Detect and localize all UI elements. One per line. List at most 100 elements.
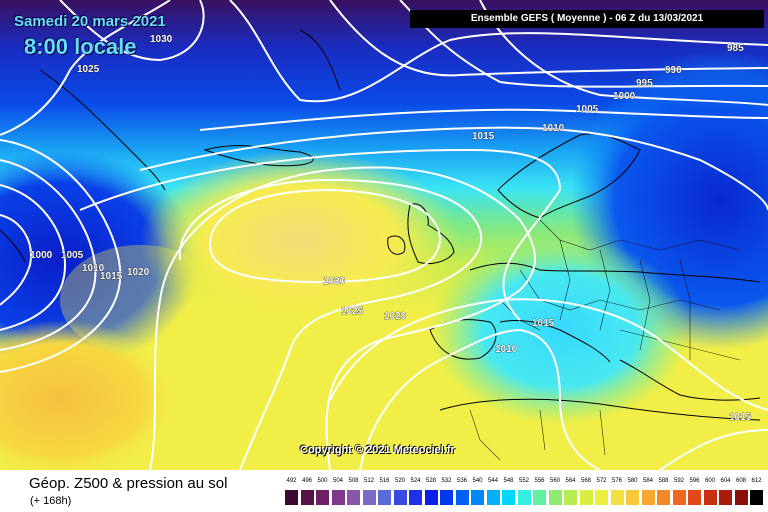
greenland-east-coast [299, 29, 341, 91]
legend-tick-label: 516 [379, 478, 390, 484]
isobar-1010-west [0, 159, 97, 351]
legend-swatch [424, 490, 438, 505]
isobar-1015-west [0, 139, 122, 373]
copyright-notice: Copyright © 2021 Meteociel.fr [300, 444, 455, 456]
isobar-1030-north [59, 0, 205, 62]
border-line-8 [619, 329, 741, 361]
isobar-1005-west [0, 184, 67, 331]
legend-tick-label: 560 [549, 478, 560, 484]
isobar-label: 1015 [729, 412, 752, 423]
isobar-label: 990 [665, 65, 682, 76]
legend-swatch [579, 490, 593, 505]
isobar-label: 1015 [472, 131, 495, 142]
legend-swatch [657, 490, 670, 505]
legend-swatch [331, 490, 345, 505]
legend-tick-label: 508 [348, 478, 359, 484]
legend-swatch [285, 490, 298, 505]
legend-swatch [517, 490, 531, 505]
north-africa-coast [439, 398, 761, 421]
legend-tick-label: 512 [363, 478, 374, 484]
legend-swatch [703, 490, 717, 505]
legend-tick-label: 544 [487, 478, 498, 484]
isobar-label: 1030 [150, 34, 173, 45]
isobar-labels: 1030 1025 985 990 995 1000 1005 1010 101… [30, 34, 752, 424]
legend-tick-label: 572 [596, 478, 607, 484]
isobar-1005-north [199, 108, 768, 131]
legend-tick-label: 612 [751, 478, 762, 484]
iceland-coast [203, 145, 314, 167]
legend-tick-label: 596 [689, 478, 700, 484]
forecast-time: 8:00 locale [24, 34, 137, 59]
isobar-label: 1020 [384, 311, 407, 322]
isobar-985 [229, 0, 768, 103]
legend-swatch [719, 490, 732, 505]
legend-tick-label: 600 [704, 478, 715, 484]
legend-tick-label: 528 [425, 478, 436, 484]
border-line-9 [469, 409, 501, 461]
isobar-label: 1025 [77, 64, 100, 75]
legend-swatch [502, 490, 515, 505]
legend-swatch [362, 490, 376, 505]
isobar-label: 985 [727, 43, 744, 54]
western-low-field [0, 150, 200, 370]
legend-tick-label: 588 [658, 478, 669, 484]
isobar-1010-north [139, 126, 768, 211]
legend-tick-label: 504 [332, 478, 343, 484]
legend-swatch [626, 490, 639, 505]
isobar-label: 1010 [542, 123, 565, 134]
legend-tick-label: 580 [627, 478, 638, 484]
isobar-label: 1015 [100, 271, 123, 282]
legend-swatch [471, 490, 484, 505]
legend-swatch [641, 490, 655, 505]
legend-tick-label: 496 [301, 478, 312, 484]
legend-tick-label: 592 [673, 478, 684, 484]
isobar-label: 1030 [323, 276, 346, 287]
isobar-label: 995 [636, 78, 653, 89]
legend-swatch [455, 490, 469, 505]
ireland-coast [387, 235, 406, 255]
footer-subtitle: (+ 168h) [30, 495, 72, 507]
isobar-1020 [149, 166, 536, 470]
legend-swatch [486, 490, 500, 505]
border-line-11 [599, 409, 606, 456]
legend-swatch [595, 490, 608, 505]
legend-tick-label: 576 [611, 478, 622, 484]
isobar-1000-west [0, 214, 32, 306]
isobar-1030 [208, 188, 442, 284]
geopotential-map: 1030 1025 985 990 995 1000 1005 1010 101… [0, 0, 768, 470]
legend-tick-label: 492 [286, 478, 297, 484]
isobar-1000-north [479, 0, 768, 106]
isobar-label: 1025 [341, 306, 364, 317]
isobar-label: 1005 [61, 250, 84, 261]
legend-tick-label: 568 [580, 478, 591, 484]
isobar-label: 1010 [495, 344, 518, 355]
subtropical-high-field [0, 320, 180, 470]
isobar-1025-north [0, 0, 171, 136]
legend-swatch [734, 490, 748, 505]
coastlines [0, 29, 761, 421]
yellow-tongue-field [60, 245, 220, 355]
forecast-date: Samedi 20 mars 2021 [14, 13, 166, 30]
isobar-label: 1000 [613, 91, 636, 102]
legend-tick-label: 556 [534, 478, 545, 484]
isobar-1015-southeast [659, 429, 768, 470]
border-line-4 [599, 249, 611, 331]
legend-swatch [409, 490, 422, 505]
legend-swatch [440, 490, 453, 505]
legend-swatch [688, 490, 701, 505]
isobars [0, 0, 768, 470]
border-line-3 [559, 239, 571, 321]
legend-swatch [672, 490, 686, 505]
legend-tick-label: 584 [642, 478, 653, 484]
north-america-coast [0, 229, 26, 263]
mediterranean-north-coast [499, 319, 611, 363]
isobar-1010-south [359, 328, 601, 470]
legend-swatch [347, 490, 360, 505]
isobar-label: 1005 [576, 104, 599, 115]
isobar-label: 1010 [82, 263, 105, 274]
turkey-coast [619, 359, 761, 401]
legend-swatch [378, 490, 391, 505]
legend-tick-label: 500 [317, 478, 328, 484]
legend-swatch [300, 490, 314, 505]
